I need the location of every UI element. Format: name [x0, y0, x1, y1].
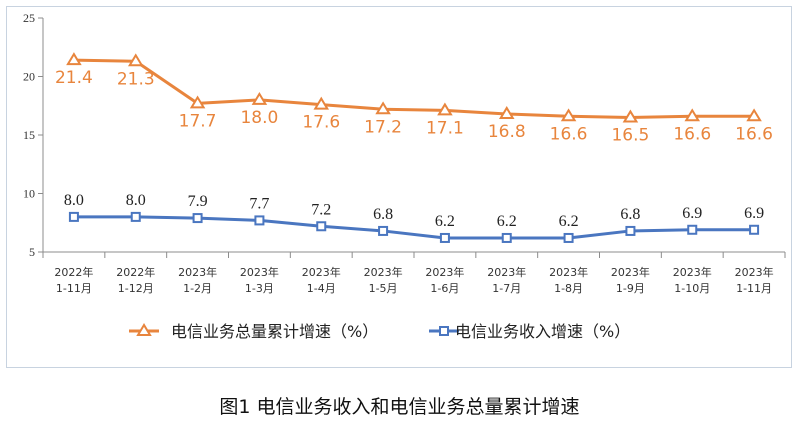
revenue-data-label: 6.9: [682, 205, 702, 222]
revenue-point: [625, 225, 636, 236]
total-volume-data-label: 16.6: [673, 124, 711, 144]
x-tick-label: 2022年: [116, 265, 155, 279]
total-volume-point: [684, 108, 701, 122]
total-volume-data-label: 16.6: [735, 124, 773, 144]
total-volume-point: [313, 96, 330, 110]
legend-label: 电信业务总量累计增速（%）: [171, 322, 378, 341]
revenue-point: [316, 221, 327, 232]
total-volume-data-label: 21.4: [55, 68, 93, 88]
revenue-point: [192, 213, 203, 224]
total-volume-point: [746, 108, 762, 122]
total-volume-point: [251, 91, 268, 105]
x-tick-label: 2023年: [735, 265, 774, 279]
revenue-point: [687, 224, 698, 235]
revenue-data-label: 6.9: [744, 205, 764, 222]
x-tick-label: 1-9月: [616, 282, 645, 295]
revenue-point: [378, 225, 389, 236]
x-tick-label: 2023年: [611, 265, 650, 279]
legend-item: 电信业务收入增速（%）: [429, 322, 630, 341]
legend-triangle-marker: [136, 323, 152, 336]
x-tick-label: 2023年: [487, 265, 526, 279]
revenue-data-label: 6.2: [559, 213, 579, 230]
total-volume-data-label: 21.3: [117, 69, 155, 89]
y-tick-label: 25: [23, 11, 35, 25]
legend-item: 电信业务总量累计增速（%）: [129, 322, 378, 341]
legend-label: 电信业务收入增速（%）: [455, 322, 630, 341]
x-tick-label: 2023年: [364, 265, 403, 279]
total-volume-point: [189, 95, 206, 109]
x-tick-label: 1-11月: [736, 282, 772, 295]
revenue-data-label: 7.9: [188, 193, 208, 210]
total-volume-data-label: 17.1: [426, 118, 464, 138]
total-volume-data-label: 17.7: [179, 111, 217, 131]
x-tick-label: 2023年: [178, 265, 217, 279]
x-tick-label: 1-12月: [118, 282, 154, 295]
x-tick-label: 1-11月: [56, 282, 92, 295]
total-volume-point: [437, 102, 453, 116]
y-tick-label: 10: [23, 187, 35, 201]
revenue-point: [68, 211, 79, 222]
x-tick-label: 1-2月: [183, 282, 212, 295]
y-tick-label: 20: [23, 70, 35, 84]
revenue-data-label: 6.2: [435, 213, 455, 230]
x-tick-label: 1-7月: [492, 282, 521, 295]
total-volume-data-label: 16.5: [611, 125, 649, 145]
revenue-data-label: 6.8: [373, 206, 393, 223]
y-tick-label: 15: [23, 128, 35, 142]
total-volume-point: [127, 53, 144, 67]
total-volume-point: [66, 52, 82, 66]
x-tick-label: 1-10月: [674, 282, 710, 295]
y-tick-label: 5: [29, 245, 35, 259]
chart-frame: 5 10 15 20 25 2022年 1-11月 2022年 1-12月 2023年 1-2月 20…: [6, 6, 792, 368]
total-volume-data-label: 17.6: [302, 113, 340, 133]
total-volume-point: [560, 108, 577, 122]
total-volume-point: [375, 101, 391, 115]
revenue-point: [130, 211, 141, 222]
revenue-point: [563, 232, 574, 243]
x-tick-label: 2023年: [673, 265, 712, 279]
total-volume-data-label: 16.8: [488, 122, 526, 142]
total-volume-point: [498, 105, 515, 119]
x-tick-label: 1-6月: [430, 282, 459, 295]
x-tick-label: 2023年: [425, 265, 464, 279]
x-tick-label: 2023年: [549, 265, 588, 279]
x-tick-label: 1-8月: [554, 282, 583, 295]
legend-square-marker: [439, 326, 449, 336]
x-tick-label: 2023年: [302, 265, 341, 279]
revenue-data-label: 8.0: [126, 192, 146, 209]
x-tick-label: 2022年: [54, 265, 93, 279]
x-tick-label: 1-5月: [369, 282, 398, 295]
revenue-data-label: 8.0: [64, 192, 84, 209]
line-chart: 5 10 15 20 25 2022年 1-11月 2022年 1-12月 2023年 1-2月 20…: [23, 11, 786, 341]
total-volume-series-line: [73, 58, 755, 119]
total-volume-data-label: 16.6: [550, 124, 588, 144]
x-tick-label: 1-4月: [307, 282, 336, 295]
revenue-point: [501, 232, 512, 243]
revenue-data-label: 7.7: [249, 195, 269, 212]
revenue-point: [439, 232, 450, 243]
total-volume-data-label: 17.2: [364, 117, 402, 137]
revenue-data-label: 6.2: [497, 213, 517, 230]
revenue-point: [749, 224, 760, 235]
revenue-point: [254, 215, 265, 226]
revenue-data-label: 7.2: [311, 201, 331, 218]
x-tick-label: 1-3月: [245, 282, 274, 295]
revenue-series-line: [73, 215, 755, 240]
revenue-data-label: 6.8: [620, 206, 640, 223]
chart-caption: 图1 电信业务收入和电信业务总量累计增速: [219, 396, 580, 418]
total-volume-point: [622, 109, 639, 123]
x-tick-label: 2023年: [240, 265, 279, 279]
total-volume-data-label: 18.0: [240, 108, 278, 128]
